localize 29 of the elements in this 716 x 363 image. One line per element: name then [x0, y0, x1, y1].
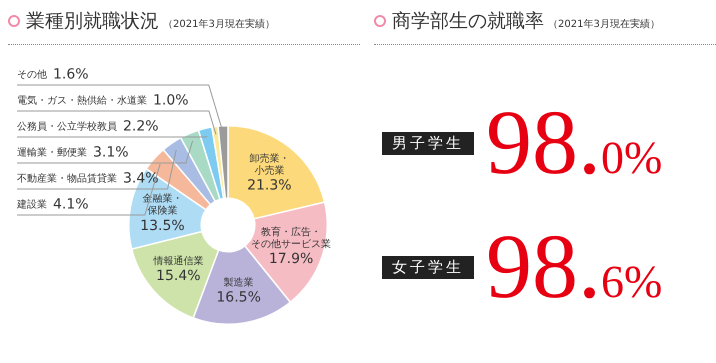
text: （2021年3月現在実績）: [548, 19, 660, 30]
slice-label: 不動産業・物品賃貸業: [17, 172, 117, 185]
data-label: 15.4%: [156, 268, 201, 284]
slice-label: 公務員・公立学校教員: [17, 120, 117, 133]
slice-label: 教育・広告・その他サービス業: [251, 226, 332, 250]
chart-title: 業種別就職状況: [26, 10, 159, 32]
data-label: 3.4%: [123, 170, 159, 187]
text: 98.6%: [486, 215, 662, 317]
slice-label: 運輸業・郵便業: [17, 146, 87, 159]
data-label: 3.1%: [93, 144, 129, 161]
data-label: 1.0%: [153, 92, 189, 109]
slice-label: 情報通信業: [152, 254, 204, 267]
slice-label: その他: [17, 68, 47, 81]
data-label: 2.2%: [123, 118, 159, 135]
category-label: 女子学生: [382, 256, 474, 279]
slice-label: 電気・ガス・熱供給・水道業: [17, 94, 147, 107]
text: 98.0%: [486, 91, 662, 193]
data-label: 13.5%: [140, 218, 185, 234]
chart-subtitle: （2021年3月現在実績）: [163, 19, 275, 30]
text: 商学部生の就職率: [392, 10, 544, 32]
data-label: 16.5%: [216, 289, 261, 306]
slice-label: 卸売業・小売業: [249, 152, 290, 176]
slice-label: 建設業: [16, 198, 47, 211]
data-label: 1.6%: [53, 66, 89, 83]
data-label: 17.9%: [268, 251, 314, 268]
data-label: 4.1%: [53, 196, 89, 213]
slice-label: 製造業: [224, 276, 254, 288]
category-label: 男子学生: [382, 132, 474, 155]
data-label: 21.3%: [247, 177, 292, 194]
